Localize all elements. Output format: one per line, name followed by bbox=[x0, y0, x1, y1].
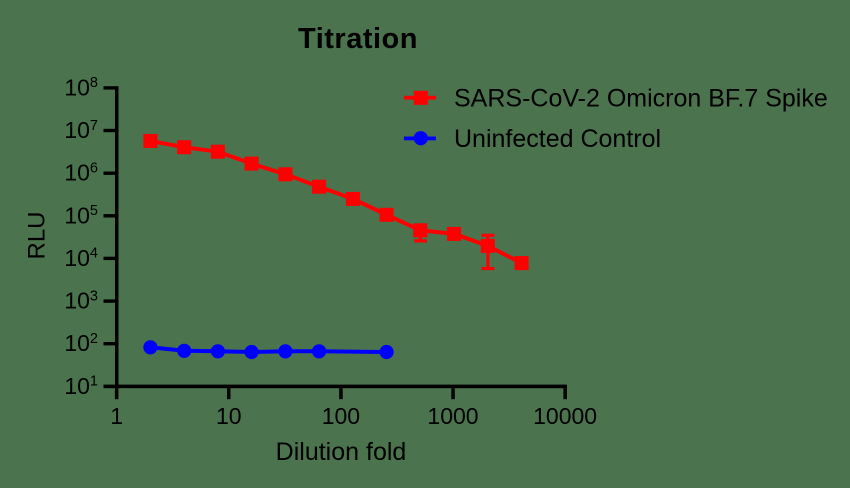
svg-text:108: 108 bbox=[64, 74, 98, 100]
svg-text:SARS-CoV-2 Omicron BF.7 Spike: SARS-CoV-2 Omicron BF.7 Spike bbox=[454, 85, 828, 113]
svg-text:Uninfected Control: Uninfected Control bbox=[454, 125, 661, 153]
svg-text:100: 100 bbox=[322, 403, 360, 429]
svg-text:RLU: RLU bbox=[23, 211, 50, 259]
svg-text:1: 1 bbox=[110, 403, 123, 429]
svg-text:1000: 1000 bbox=[427, 403, 478, 429]
svg-text:Titration: Titration bbox=[298, 23, 418, 55]
svg-text:10: 10 bbox=[216, 403, 242, 429]
svg-text:10000: 10000 bbox=[533, 403, 597, 429]
svg-text:Dilution fold: Dilution fold bbox=[276, 438, 407, 466]
